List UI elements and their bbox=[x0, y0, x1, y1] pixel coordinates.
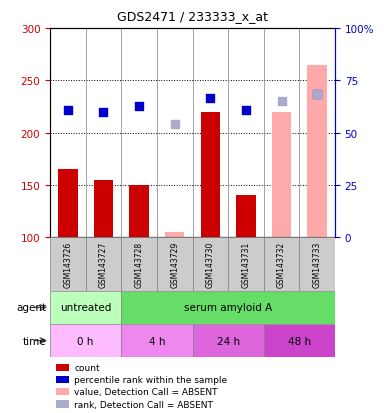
Bar bbox=[121, 291, 335, 324]
Bar bbox=[228, 237, 264, 291]
Bar bbox=[50, 291, 121, 324]
Text: untreated: untreated bbox=[60, 303, 111, 313]
Bar bbox=[264, 324, 335, 357]
Bar bbox=[300, 237, 335, 291]
Bar bbox=[85, 237, 121, 291]
Text: percentile rank within the sample: percentile rank within the sample bbox=[74, 375, 228, 384]
Point bbox=[136, 104, 142, 110]
Bar bbox=[192, 324, 264, 357]
Point bbox=[278, 99, 285, 105]
Bar bbox=[201, 112, 220, 237]
Bar bbox=[56, 401, 69, 408]
Bar bbox=[121, 324, 192, 357]
Point bbox=[65, 107, 71, 114]
Text: GSM143728: GSM143728 bbox=[135, 241, 144, 287]
Bar bbox=[50, 237, 85, 291]
Bar bbox=[50, 324, 121, 357]
Bar bbox=[121, 237, 157, 291]
Text: 4 h: 4 h bbox=[149, 336, 165, 346]
Point bbox=[314, 91, 320, 98]
Text: serum amyloid A: serum amyloid A bbox=[184, 303, 272, 313]
Bar bbox=[272, 112, 291, 237]
Text: GSM143730: GSM143730 bbox=[206, 241, 215, 287]
Point bbox=[314, 91, 320, 98]
Text: GSM143727: GSM143727 bbox=[99, 241, 108, 287]
Bar bbox=[264, 237, 300, 291]
Text: GSM143732: GSM143732 bbox=[277, 241, 286, 287]
Bar bbox=[307, 65, 327, 237]
Text: 0 h: 0 h bbox=[77, 336, 94, 346]
Text: GSM143729: GSM143729 bbox=[170, 241, 179, 287]
Text: agent: agent bbox=[16, 303, 46, 313]
Text: 48 h: 48 h bbox=[288, 336, 311, 346]
Point bbox=[172, 121, 178, 128]
Bar bbox=[56, 364, 69, 371]
Text: time: time bbox=[23, 336, 46, 346]
Text: rank, Detection Call = ABSENT: rank, Detection Call = ABSENT bbox=[74, 400, 213, 408]
Bar bbox=[157, 237, 192, 291]
Point bbox=[207, 95, 213, 102]
Bar bbox=[192, 237, 228, 291]
Point bbox=[243, 107, 249, 114]
Bar bbox=[165, 232, 184, 237]
Text: value, Detection Call = ABSENT: value, Detection Call = ABSENT bbox=[74, 387, 218, 396]
Bar bbox=[56, 388, 69, 395]
Text: GDS2471 / 233333_x_at: GDS2471 / 233333_x_at bbox=[117, 10, 268, 23]
Text: GSM143733: GSM143733 bbox=[313, 241, 321, 287]
Text: 24 h: 24 h bbox=[216, 336, 240, 346]
Bar bbox=[56, 376, 69, 383]
Text: count: count bbox=[74, 363, 100, 372]
Bar bbox=[129, 185, 149, 237]
Bar bbox=[58, 170, 78, 237]
Text: GSM143726: GSM143726 bbox=[64, 241, 72, 287]
Bar bbox=[236, 196, 256, 237]
Point bbox=[100, 109, 107, 116]
Bar bbox=[94, 180, 113, 237]
Text: GSM143731: GSM143731 bbox=[241, 241, 250, 287]
